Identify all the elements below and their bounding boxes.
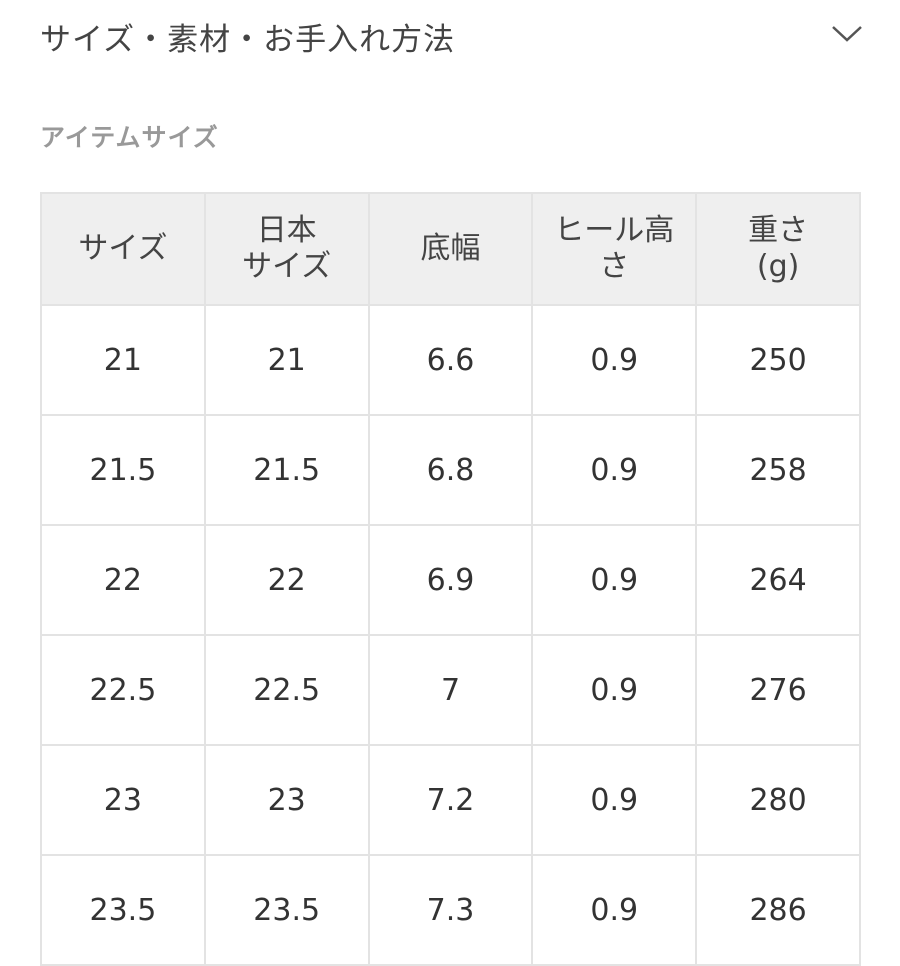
header-jp-size: 日本 サイズ [203, 192, 370, 306]
header-heel: ヒール高 さ [531, 192, 698, 306]
table-cell: 21.5 [203, 414, 370, 526]
chevron-down-icon[interactable] [830, 22, 864, 44]
header-label: サイズ [78, 231, 168, 266]
table-cell: 0.9 [531, 634, 698, 746]
table-row: 23 23 7.2 0.9 280 [40, 744, 861, 856]
table-cell: 21 [40, 304, 206, 416]
item-size-heading: アイテムサイズ [40, 123, 219, 152]
table-header-row: サイズ 日本 サイズ 底幅 ヒール高 さ 重さ (g) [40, 192, 861, 306]
table-cell: 7.2 [367, 744, 534, 856]
table-cell: 0.9 [531, 414, 698, 526]
table-cell: 286 [695, 854, 861, 966]
size-table: サイズ 日本 サイズ 底幅 ヒール高 さ 重さ (g) 21 21 6.6 0.9 25… [40, 192, 861, 966]
table-cell: 6.9 [367, 524, 534, 636]
table-cell: 0.9 [531, 304, 698, 416]
header-width: 底幅 [367, 192, 534, 306]
table-cell: 22.5 [203, 634, 370, 746]
table-row: 22.5 22.5 7 0.9 276 [40, 634, 861, 746]
table-cell: 23.5 [40, 854, 206, 966]
table-cell: 264 [695, 524, 861, 636]
table-cell: 0.9 [531, 854, 698, 966]
table-cell: 22.5 [40, 634, 206, 746]
table-cell: 258 [695, 414, 861, 526]
table-row: 23.5 23.5 7.3 0.9 286 [40, 854, 861, 966]
section-title[interactable]: サイズ・素材・お手入れ方法 [40, 22, 456, 58]
table-cell: 23 [203, 744, 370, 856]
table-cell: 22 [203, 524, 370, 636]
table-cell: 6.8 [367, 414, 534, 526]
table-cell: 23 [40, 744, 206, 856]
header-label: 重さ (g) [748, 213, 809, 284]
table-cell: 280 [695, 744, 861, 856]
table-cell: 6.6 [367, 304, 534, 416]
table-cell: 21.5 [40, 414, 206, 526]
table-cell: 7 [367, 634, 534, 746]
table-cell: 250 [695, 304, 861, 416]
table-row: 21.5 21.5 6.8 0.9 258 [40, 414, 861, 526]
table-row: 21 21 6.6 0.9 250 [40, 304, 861, 416]
table-cell: 23.5 [203, 854, 370, 966]
table-cell: 7.3 [367, 854, 534, 966]
header-label: ヒール高 さ [554, 213, 675, 284]
table-cell: 21 [203, 304, 370, 416]
table-cell: 276 [695, 634, 861, 746]
header-label: 日本 サイズ [242, 213, 332, 284]
table-cell: 22 [40, 524, 206, 636]
header-size: サイズ [40, 192, 206, 306]
header-label: 底幅 [420, 231, 481, 266]
table-cell: 0.9 [531, 744, 698, 856]
table-row: 22 22 6.9 0.9 264 [40, 524, 861, 636]
table-cell: 0.9 [531, 524, 698, 636]
header-weight: 重さ (g) [695, 192, 861, 306]
